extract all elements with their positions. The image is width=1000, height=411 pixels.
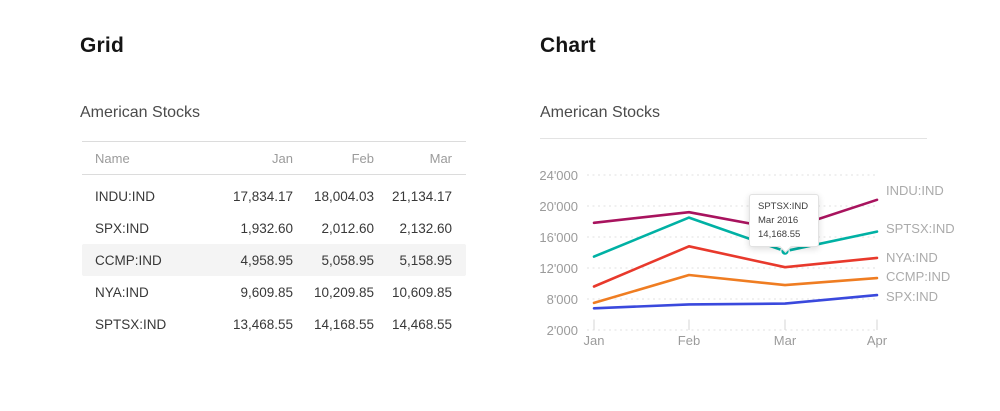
legend-label-spx-ind: SPX:IND	[886, 289, 939, 304]
table-row-sptsx-ind[interactable]: SPTSX:IND 13,468.55 14,168.55 14,468.55	[82, 308, 466, 340]
chart-tooltip: SPTSX:IND Mar 2016 14,168.55	[749, 194, 819, 248]
cell-value: 18,004.03	[313, 188, 374, 204]
x-tick-label: Feb	[677, 333, 701, 348]
grid-panel-subtitle: American Stocks	[80, 104, 201, 121]
divider	[540, 138, 927, 139]
column-header-mar: Mar	[429, 150, 452, 166]
table-row-indu-ind[interactable]: INDU:IND 17,834.17 18,004.03 21,134.17	[82, 180, 466, 212]
y-tick-label: 20'000	[539, 199, 578, 214]
cell-value: 10,209.85	[313, 284, 374, 300]
series-line-nya-ind[interactable]	[592, 245, 879, 288]
series-line-sptsx-ind[interactable]	[592, 216, 879, 258]
cell-value: 17,834.17	[232, 188, 293, 204]
series-line-ccmp-ind[interactable]	[592, 273, 879, 305]
tooltip-period: Mar 2016	[758, 214, 799, 226]
cell-name: INDU:IND	[95, 188, 155, 204]
cell-value: 13,468.55	[232, 316, 293, 332]
legend-label-indu-ind: INDU:IND	[886, 183, 944, 198]
cell-value: 10,609.85	[391, 284, 452, 300]
y-tick-label: 8'000	[546, 292, 578, 307]
cell-value: 21,134.17	[391, 188, 452, 204]
tooltip-series-name: SPTSX:IND	[758, 201, 809, 213]
cell-value: 4,958.95	[240, 252, 293, 268]
table-body: INDU:IND 17,834.17 18,004.03 21,134.17 SPX:I…	[82, 175, 466, 340]
y-tick-label: 24'000	[539, 168, 578, 183]
y-tick-label: 2'000	[546, 323, 578, 338]
table-row-ccmp-ind[interactable]: CCMP:IND 4,958.95 5,058.95 5,158.95	[82, 244, 466, 276]
cell-value: 14,168.55	[313, 316, 374, 332]
cell-name: NYA:IND	[95, 284, 149, 300]
cell-value: 1,932.60	[240, 220, 293, 236]
cell-value: 14,468.55	[391, 316, 452, 332]
table-row-spx-ind[interactable]: SPX:IND 1,932.60 2,012.60 2,132.60	[82, 212, 466, 244]
cell-value: 5,058.95	[321, 252, 374, 268]
cell-value: 2,012.60	[321, 220, 374, 236]
x-tick-label: Apr	[866, 333, 888, 348]
column-header-feb: Feb	[351, 150, 374, 166]
table-row-nya-ind[interactable]: NYA:IND 9,609.85 10,209.85 10,609.85	[82, 276, 466, 308]
cell-name: SPTSX:IND	[95, 316, 167, 332]
column-header-name: Name	[95, 150, 130, 166]
series-line-spx-ind[interactable]	[592, 293, 879, 310]
cell-value: 2,132.60	[399, 220, 452, 236]
cell-name: CCMP:IND	[95, 252, 162, 268]
legend-label-ccmp-ind: CCMP:IND	[886, 269, 951, 284]
x-tick-label: Jan	[583, 333, 605, 348]
grid-panel-title: Grid	[80, 34, 124, 57]
chart-panel-title: Chart	[540, 34, 596, 57]
column-header-jan: Jan	[272, 150, 293, 166]
table-header-row: Name Jan Feb Mar	[82, 142, 466, 175]
cell-name: SPX:IND	[95, 220, 150, 236]
legend-label-nya-ind: NYA:IND	[886, 250, 938, 265]
y-tick-label: 12'000	[539, 261, 578, 276]
tooltip-value: 14,168.55	[758, 228, 801, 240]
stocks-table: Name Jan Feb Mar INDU:IND 17,834.17 18,004.03…	[82, 141, 466, 340]
y-tick-label: 16'000	[539, 230, 578, 245]
cell-value: 5,158.95	[399, 252, 452, 268]
x-tick-label: Mar	[773, 333, 797, 348]
legend-label-sptsx-ind: SPTSX:IND	[886, 221, 955, 236]
cell-value: 9,609.85	[240, 284, 293, 300]
chart-panel-subtitle: American Stocks	[540, 104, 661, 121]
series-line-indu-ind[interactable]	[592, 198, 879, 232]
